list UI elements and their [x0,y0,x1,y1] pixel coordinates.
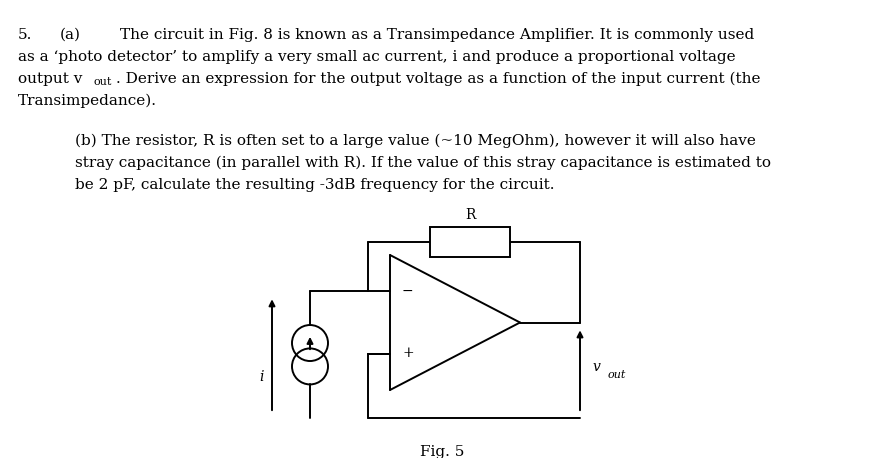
Text: out: out [94,77,112,87]
Text: stray capacitance (in parallel with R). If the value of this stray capacitance i: stray capacitance (in parallel with R). … [75,156,771,170]
Text: as a ‘photo detector’ to amplify a very small ac current, i and produce a propor: as a ‘photo detector’ to amplify a very … [18,50,735,64]
Text: −: − [402,284,414,297]
Bar [430,227,510,257]
Text: 5.: 5. [18,28,33,42]
Text: i: i [260,370,264,384]
Text: Fig. 5: Fig. 5 [420,445,464,458]
Text: (a): (a) [60,28,81,42]
Text: Transimpedance).: Transimpedance). [18,94,157,109]
Text: +: + [402,345,414,360]
Text: (b) The resistor, R is often set to a large value (~10 MegOhm), however it will : (b) The resistor, R is often set to a la… [75,134,756,148]
Text: . Derive an expression for the output voltage as a function of the input current: . Derive an expression for the output vo… [116,72,760,87]
Text: R: R [465,208,476,222]
Text: The circuit in Fig. 8 is known as a Transimpedance Amplifier. It is commonly use: The circuit in Fig. 8 is known as a Tran… [120,28,754,42]
Text: out: out [608,370,627,380]
Text: output v: output v [18,72,82,86]
Text: v: v [592,360,600,374]
Text: be 2 pF, calculate the resulting -3dB frequency for the circuit.: be 2 pF, calculate the resulting -3dB fr… [75,178,554,192]
